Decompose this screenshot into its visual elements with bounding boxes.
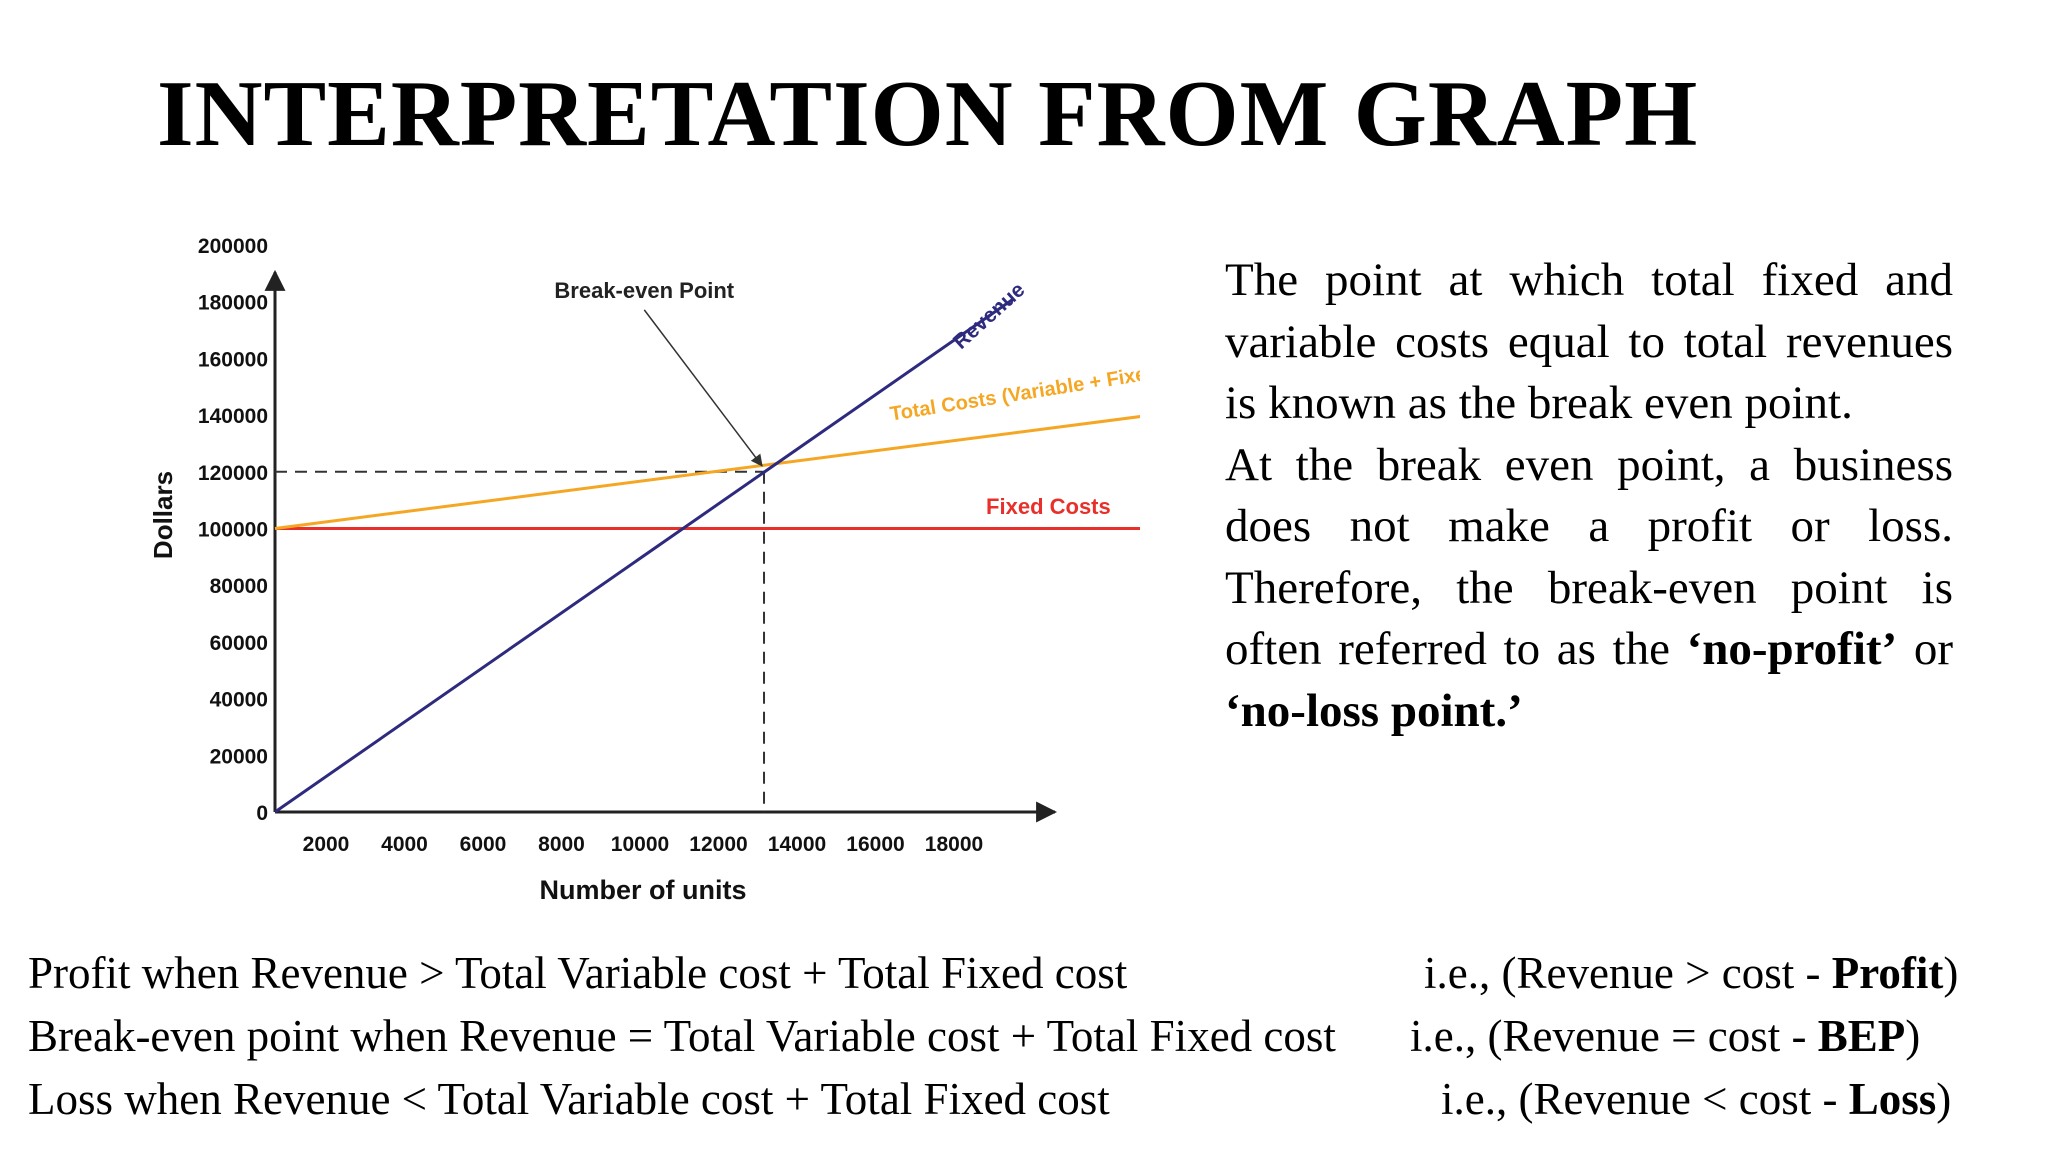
- fixed-costs-series-label: Fixed Costs: [986, 494, 1111, 519]
- x-tick-label: 12000: [689, 833, 747, 856]
- x-tick-label: 6000: [460, 833, 507, 856]
- y-tick-label: 180000: [198, 292, 268, 315]
- x-axis-label: Number of units: [540, 875, 747, 905]
- ie-profit-prefix: i.e., (Revenue > cost -: [1424, 948, 1832, 998]
- condition-loss: Loss when Revenue < Total Variable cost …: [28, 1074, 1110, 1124]
- condition-break-even: Break-even point when Revenue = Total Va…: [28, 1011, 1336, 1061]
- ie-bep-term: BEP: [1817, 1011, 1906, 1061]
- x-tick-label: 18000: [925, 833, 983, 856]
- explanation-text: The point at which total fixed and varia…: [1225, 250, 1953, 742]
- x-tick-labels: 2000 4000 6000 8000 10000 12000 14000 16000 1800…: [303, 833, 984, 856]
- y-tick-label: 0: [256, 802, 268, 825]
- x-tick-label: 16000: [846, 833, 904, 856]
- y-tick-label: 100000: [198, 519, 268, 542]
- y-tick-label: 80000: [210, 575, 268, 598]
- x-tick-label: 10000: [611, 833, 669, 856]
- y-tick-label: 20000: [210, 745, 268, 768]
- ie-bep-suffix: ): [1905, 1011, 1921, 1061]
- y-tick-label: 120000: [198, 462, 268, 485]
- ie-profit: i.e., (Revenue > cost - Profit): [1424, 947, 1958, 999]
- condition-profit: Profit when Revenue > Total Variable cos…: [28, 948, 1128, 998]
- y-tick-label: 200000: [198, 235, 268, 258]
- y-tick-label: 60000: [210, 632, 268, 655]
- explanation-definition: The point at which total fixed and varia…: [1225, 254, 1953, 429]
- ie-loss: i.e., (Revenue < cost - Loss): [1441, 1073, 1951, 1125]
- ie-loss-suffix: ): [1936, 1074, 1952, 1124]
- ie-profit-suffix: ): [1943, 948, 1959, 998]
- total-costs-series-label: Total Costs (Variable + Fixed): [888, 360, 1140, 425]
- ie-loss-prefix: i.e., (Revenue < cost -: [1441, 1074, 1849, 1124]
- explanation-or: or: [1897, 623, 1953, 675]
- y-tick-label: 140000: [198, 405, 268, 428]
- ie-bep: i.e., (Revenue = cost - BEP): [1410, 1010, 1920, 1062]
- ie-loss-term: Loss: [1848, 1074, 1937, 1124]
- explanation-lead: At the break even point, a business does…: [1225, 438, 1953, 676]
- x-tick-label: 4000: [381, 833, 428, 856]
- x-tick-label: 8000: [538, 833, 585, 856]
- y-tick-label: 40000: [210, 689, 268, 712]
- x-tick-label: 2000: [303, 833, 350, 856]
- break-even-chart: 0 20000 40000 60000 80000 100000 120000 140000 1…: [148, 235, 1140, 905]
- y-tick-label: 160000: [198, 348, 268, 371]
- no-profit-term: ‘no-profit’: [1686, 623, 1898, 675]
- break-even-point-label: Break-even Point: [554, 278, 734, 303]
- revenue-series-label: Revenue: [949, 278, 1029, 354]
- ie-bep-prefix: i.e., (Revenue = cost -: [1410, 1011, 1818, 1061]
- ie-profit-term: Profit: [1831, 948, 1944, 998]
- y-tick-labels: 0 20000 40000 60000 80000 100000 120000 140000 1…: [198, 235, 268, 825]
- no-loss-term: ‘no-loss point.’: [1225, 684, 1523, 737]
- slide-title: INTERPRETATION FROM GRAPH: [157, 62, 1699, 166]
- y-axis-label: Dollars: [148, 471, 178, 559]
- x-tick-label: 14000: [768, 833, 826, 856]
- revenue-line: [274, 297, 1015, 814]
- break-even-pointer-arrow: [643, 309, 763, 467]
- total-costs-line: [274, 415, 1140, 530]
- explanation-no-profit-no-loss: At the break even point, a business does…: [1225, 435, 1953, 743]
